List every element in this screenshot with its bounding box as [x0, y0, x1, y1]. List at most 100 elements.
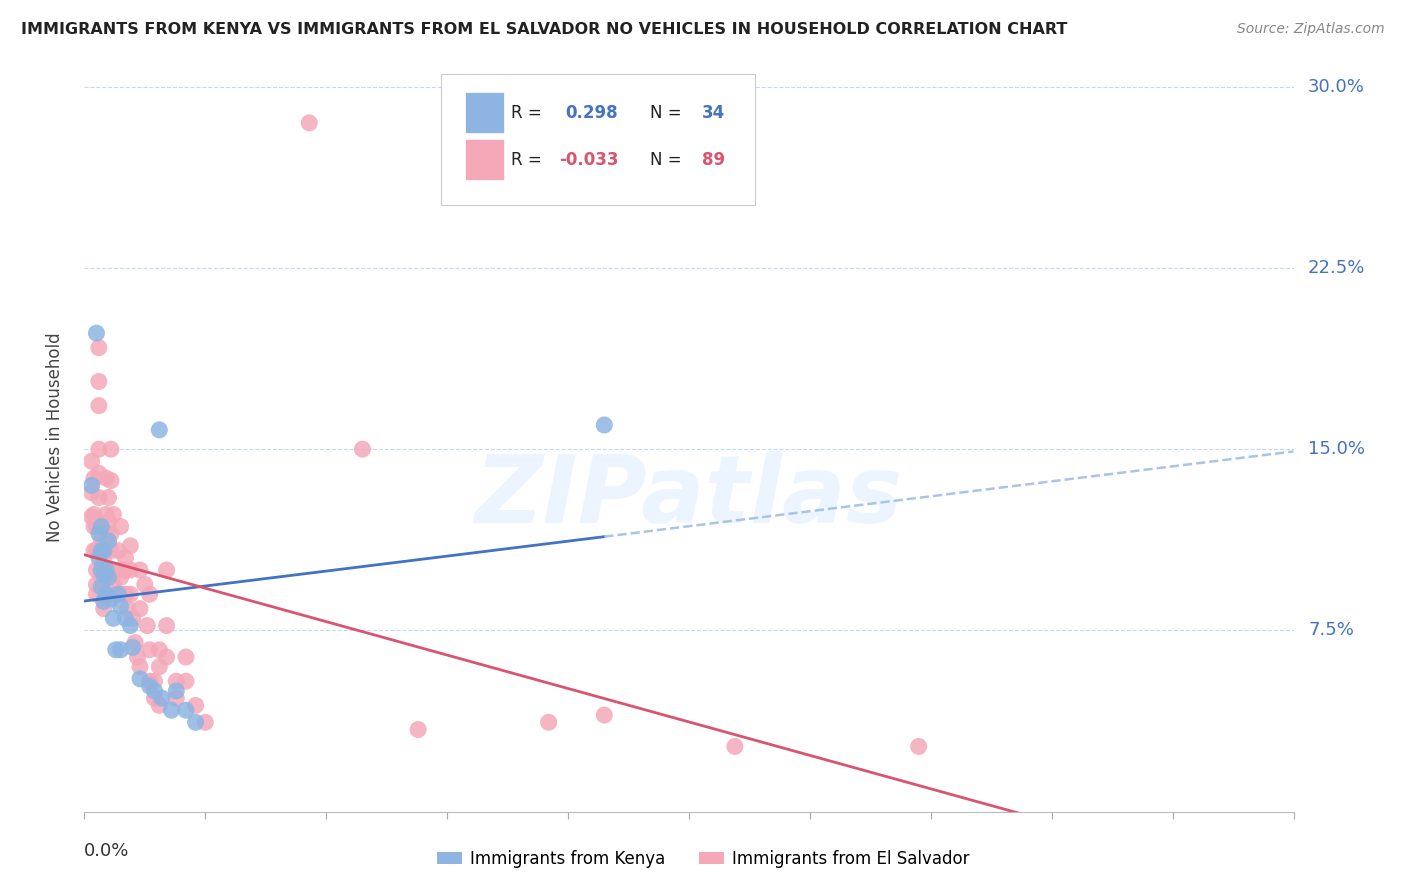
Point — [148, 698, 170, 713]
Point — [90, 543, 112, 558]
Point — [138, 674, 160, 689]
Point — [165, 684, 187, 698]
Point — [83, 508, 105, 522]
Point — [90, 563, 112, 577]
Point — [138, 642, 160, 657]
Point — [86, 577, 108, 591]
Point — [100, 592, 122, 607]
Point — [90, 563, 112, 577]
Point — [194, 715, 217, 730]
Point — [93, 594, 115, 608]
Text: N =: N = — [650, 151, 688, 169]
Point — [86, 543, 108, 558]
Point — [110, 599, 132, 614]
FancyBboxPatch shape — [465, 92, 503, 133]
Point — [104, 587, 127, 601]
Point — [103, 508, 125, 522]
Point — [184, 698, 207, 713]
Point — [100, 526, 122, 541]
Point — [80, 485, 103, 500]
Point — [593, 708, 616, 723]
Point — [148, 423, 170, 437]
Point — [143, 674, 166, 689]
Point — [87, 375, 110, 389]
Point — [129, 659, 152, 673]
Point — [87, 341, 110, 355]
Point — [94, 526, 117, 541]
Text: N =: N = — [650, 103, 688, 121]
Point — [86, 519, 108, 533]
Text: IMMIGRANTS FROM KENYA VS IMMIGRANTS FROM EL SALVADOR NO VEHICLES IN HOUSEHOLD CO: IMMIGRANTS FROM KENYA VS IMMIGRANTS FROM… — [21, 22, 1067, 37]
Point — [110, 563, 132, 577]
Point — [110, 587, 132, 601]
Point — [87, 550, 110, 565]
Point — [97, 515, 120, 529]
Point — [138, 679, 160, 693]
Point — [97, 534, 120, 549]
Point — [83, 519, 105, 533]
Point — [93, 577, 115, 591]
Point — [93, 563, 115, 577]
Text: 34: 34 — [702, 103, 725, 121]
Point — [121, 640, 143, 655]
Point — [150, 691, 173, 706]
Point — [93, 601, 115, 615]
Point — [94, 471, 117, 485]
Point — [93, 550, 115, 565]
Point — [174, 703, 197, 717]
Point — [104, 642, 127, 657]
Point — [90, 534, 112, 549]
Point — [165, 691, 187, 706]
Point — [593, 417, 616, 432]
Text: R =: R = — [512, 103, 547, 121]
Point — [93, 587, 115, 601]
Point — [148, 642, 170, 657]
Text: R =: R = — [512, 151, 547, 169]
Point — [100, 543, 122, 558]
Point — [86, 326, 108, 340]
Point — [174, 650, 197, 665]
Point — [298, 116, 321, 130]
Point — [120, 618, 142, 632]
Point — [103, 563, 125, 577]
Point — [129, 601, 152, 615]
Point — [94, 563, 117, 577]
Point — [134, 577, 156, 591]
Text: Source: ZipAtlas.com: Source: ZipAtlas.com — [1237, 22, 1385, 37]
Point — [103, 611, 125, 625]
Point — [97, 491, 120, 505]
Point — [120, 587, 142, 601]
Point — [80, 509, 103, 524]
Point — [143, 684, 166, 698]
Text: 0.0%: 0.0% — [84, 842, 129, 860]
Point — [114, 550, 136, 565]
Point — [90, 570, 112, 584]
Point — [148, 659, 170, 673]
Point — [184, 715, 207, 730]
Point — [124, 635, 146, 649]
Point — [406, 723, 429, 737]
Point — [97, 539, 120, 553]
Point — [97, 570, 120, 584]
Text: 30.0%: 30.0% — [1308, 78, 1365, 95]
Text: 15.0%: 15.0% — [1308, 440, 1365, 458]
Point — [100, 442, 122, 457]
Point — [87, 491, 110, 505]
Point — [165, 674, 187, 689]
Point — [117, 601, 139, 615]
Point — [86, 563, 108, 577]
FancyBboxPatch shape — [441, 74, 755, 205]
Point — [155, 618, 177, 632]
Point — [724, 739, 747, 754]
Point — [127, 650, 149, 665]
Point — [94, 570, 117, 584]
Point — [80, 454, 103, 468]
Point — [114, 611, 136, 625]
Point — [100, 563, 122, 577]
Point — [114, 563, 136, 577]
Point — [93, 567, 115, 582]
Point — [160, 703, 183, 717]
Point — [110, 519, 132, 533]
Point — [90, 519, 112, 533]
Point — [93, 543, 115, 558]
